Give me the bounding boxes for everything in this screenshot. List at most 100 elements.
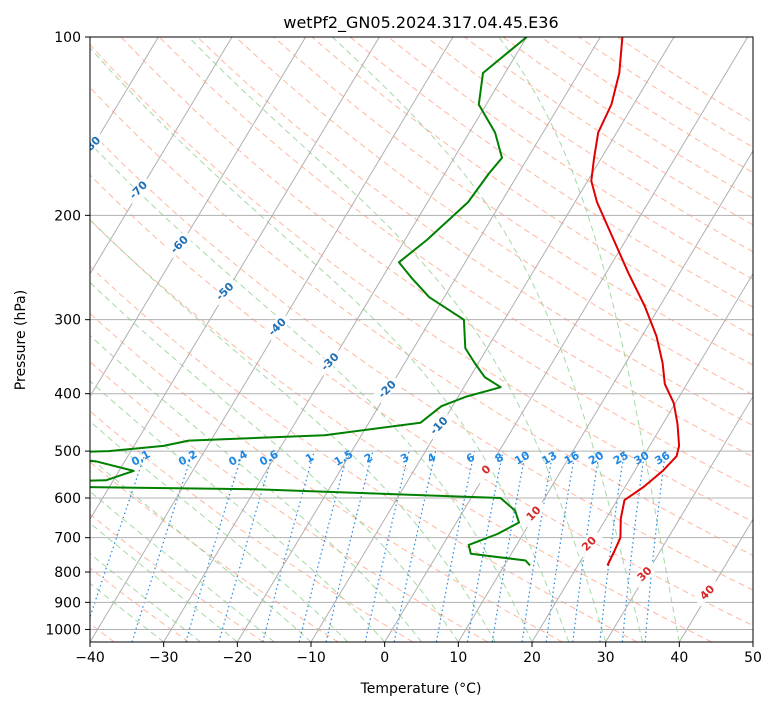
mixing-ratio-line — [298, 450, 349, 642]
dewpoint-line — [90, 37, 531, 567]
isotherm-line — [163, 37, 528, 642]
moist-adiabat — [90, 218, 496, 642]
y-tick-label: 100 — [54, 30, 81, 46]
isotherm-line — [752, 641, 753, 642]
mixing-ratio-line — [491, 450, 527, 642]
mixing-ratio-label: 3 — [398, 451, 411, 466]
isotherm-label-bg — [519, 499, 548, 528]
isotherm-label-bg — [210, 277, 239, 306]
isotherm-line — [236, 37, 601, 642]
moist-adiabat — [90, 457, 312, 642]
isotherm-label-bg — [692, 578, 722, 607]
isotherm-label-bg — [471, 455, 501, 484]
moist-adiabat — [90, 420, 349, 642]
mixing-ratio-line — [364, 450, 410, 642]
isotherm-label-bg — [90, 130, 106, 160]
isotherm-label-bg — [574, 529, 603, 558]
y-tick-label: 700 — [54, 531, 81, 547]
dry-adiabat — [90, 513, 264, 642]
mixing-ratio-line — [545, 451, 576, 642]
isotherm-label-bg — [315, 347, 344, 376]
y-tick-label: 300 — [54, 313, 81, 329]
isotherm-label: -90 — [34, 88, 57, 111]
dry-adiabat — [197, 37, 753, 427]
y-tick-label: 600 — [54, 491, 81, 507]
mixing-ratio-label: 1 — [303, 451, 316, 466]
moist-adiabat — [498, 37, 680, 642]
mixing-ratio-line — [644, 451, 666, 642]
dry-adiabat — [311, 37, 753, 337]
temperature-line — [590, 37, 681, 566]
isotherm-line — [384, 37, 749, 642]
x-tick-label: 20 — [523, 650, 541, 666]
dry-adiabat — [158, 37, 753, 458]
mixing-ratio-line — [131, 450, 194, 642]
x-tick-label: −30 — [149, 650, 179, 666]
isotherm-label-bg — [123, 175, 153, 204]
y-tick-label: 800 — [54, 565, 81, 581]
dry-adiabat — [273, 37, 753, 366]
y-tick-label: 400 — [54, 387, 81, 403]
x-tick-label: 10 — [449, 650, 467, 666]
y-axis-ticks: 100 200 300 400 500 600 700 800 900 1000 — [45, 30, 90, 638]
x-tick-label: 50 — [744, 650, 762, 666]
isotherm-label-bg — [630, 559, 659, 588]
dry-adiabat — [90, 86, 753, 557]
isotherm-label-bg — [31, 85, 59, 113]
dry-adiabat — [90, 43, 753, 523]
mixing-ratio-line — [393, 450, 437, 642]
mixing-ratio-line — [262, 450, 315, 642]
isotherm-label-bg — [164, 230, 194, 259]
moist-adiabat — [90, 380, 386, 642]
dry-adiabat — [90, 312, 563, 642]
mixing-ratio-line — [218, 450, 275, 642]
dry-adiabat — [90, 360, 488, 642]
moist-adiabat — [188, 37, 607, 642]
dry-adiabat — [235, 37, 753, 396]
x-tick-label: −10 — [296, 650, 326, 666]
dry-adiabat — [90, 410, 414, 642]
x-axis-ticks: −40 −30 −20 −10 0 10 20 30 40 50 — [75, 642, 762, 666]
isotherm-grid — [0, 37, 753, 642]
mixing-ratio-line — [572, 451, 601, 642]
isotherm-line — [0, 37, 11, 642]
x-tick-label: 0 — [380, 650, 389, 666]
mixing-ratio-line — [185, 450, 244, 642]
isotherm-line — [90, 37, 233, 275]
dry-adiabat — [120, 37, 753, 490]
isotherm-line — [678, 518, 753, 642]
sounding-series — [90, 37, 681, 567]
dry-adiabat — [90, 219, 712, 642]
y-axis-label: Pressure (hPa) — [13, 290, 29, 390]
x-tick-label: 40 — [670, 650, 688, 666]
isotherm-line — [310, 37, 675, 642]
mixing-ratio-line — [621, 451, 646, 642]
moist-adiabat — [90, 522, 238, 642]
isotherm-label-bg — [0, 46, 9, 74]
isotherm-label-bg — [372, 374, 401, 404]
mixing-ratio-label: 2 — [362, 451, 375, 466]
y-tick-label: 900 — [54, 595, 81, 611]
plot-frame — [89, 36, 754, 643]
mixing-ratio-line — [435, 450, 476, 642]
moist-adiabat — [90, 281, 459, 642]
y-tick-label: 1000 — [45, 622, 81, 638]
x-tick-label: −40 — [75, 650, 105, 666]
mixing-ratio-line — [599, 451, 625, 642]
y-tick-label: 500 — [54, 444, 81, 460]
chart-title: wetPf2_GN05.2024.317.04.45.E36 — [283, 13, 558, 33]
isotherm-line — [90, 37, 307, 398]
isotherm-label: -100 — [0, 46, 10, 75]
isobar-grid — [90, 37, 753, 630]
x-axis-label: Temperature (°C) — [360, 681, 482, 697]
dry-adiabat — [90, 567, 190, 642]
moist-adiabat — [90, 47, 570, 642]
dry-adiabat — [616, 37, 753, 123]
moist-adiabat — [90, 334, 422, 642]
mixing-ratio-line — [521, 450, 554, 642]
mixing-ratio-label: 6 — [464, 450, 477, 465]
y-tick-label: 200 — [54, 208, 81, 224]
mixing-ratio-label: 4 — [425, 450, 438, 465]
moist-adiabat — [332, 37, 643, 642]
